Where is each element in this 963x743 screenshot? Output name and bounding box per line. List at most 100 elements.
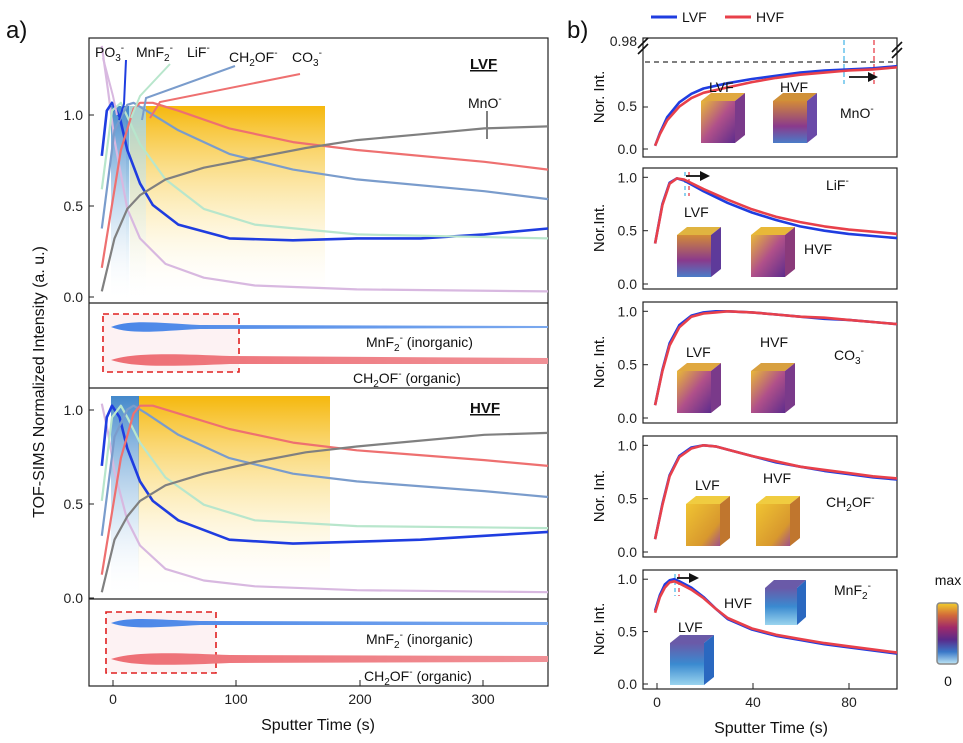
b-co3-line-hvf <box>653 309 898 406</box>
cube-mno-hvf <box>773 93 817 143</box>
hvf-ribbon-mnf2-label: MnF2- (inorganic) <box>366 630 473 651</box>
lvf-line-lif <box>100 101 549 240</box>
hvf-line-co3 <box>100 404 549 575</box>
inset-hvf-mnf2: HVF <box>724 595 752 611</box>
mno-ytick-098: 0.98 <box>610 33 637 49</box>
cube-lif-lvf <box>677 227 721 277</box>
hvf-tag: HVF <box>470 400 500 417</box>
colorbar: max 0 <box>935 572 961 689</box>
panel-b-xtick-40: 40 <box>745 694 761 710</box>
hvf-ytick-3: 0.0 <box>64 590 84 606</box>
cube-mno-lvf <box>701 93 745 143</box>
lvf-leader-lines <box>102 57 488 139</box>
mno-shift-arrow <box>849 72 878 82</box>
b-mnf2-ytick-label: 0.0 <box>618 676 638 692</box>
cube-mnf2-hvf <box>765 580 806 625</box>
subplot-mnf2-frame <box>642 569 898 690</box>
panel-a-x-axis: 0 100 200 300 Sputter Time (s) <box>109 680 495 734</box>
b-ch2of-ytick-label: 0.0 <box>618 544 638 560</box>
inset-lvf-lif: LVF <box>684 204 709 220</box>
panel-b-xlabel: Sputter Time (s) <box>714 720 828 737</box>
panel-a-xtick-0: 0 <box>109 691 117 707</box>
colorbar-min-label: 0 <box>944 673 952 689</box>
lvf-ytick-1: 1.0 <box>64 107 84 123</box>
inset-lvf-mnf2: LVF <box>678 619 703 635</box>
hvf-ribbon-mnf2 <box>111 618 548 628</box>
b-mnf2-line-hvf <box>653 579 898 654</box>
inset-hvf-co3: HVF <box>760 334 788 350</box>
legend-lvf-label: LVF <box>682 9 707 25</box>
hvf-ribbon-ch2of-label: CH2OF- (organic) <box>364 667 472 688</box>
hvf-line-lif <box>100 404 549 530</box>
b-species-mnf2: MnF2- <box>834 581 871 602</box>
cube-mnf2-lvf <box>670 635 714 685</box>
b-lif-line-hvf <box>653 177 898 244</box>
b-ch2of-ytick-label: 1.0 <box>618 437 638 453</box>
subplot-lif-frame <box>642 167 898 290</box>
hvf-ribbon-ch2of <box>111 653 548 665</box>
cube-ch2of-hvf <box>756 496 800 546</box>
hvf-lines <box>100 403 549 594</box>
b-co3-ytick-label: 0.0 <box>618 410 638 426</box>
lvf-ribbon-mnf2-label: MnF2- (inorganic) <box>366 333 473 354</box>
label-lif: LiF- <box>187 43 210 60</box>
subplot-co3-frame <box>642 301 898 424</box>
mno-ytick-00: 0.0 <box>618 141 638 157</box>
label-mno: MnO- <box>468 94 502 111</box>
panel-b-legend: LVF HVF <box>651 9 784 25</box>
panel-b-y-ticks: 0.0 0.5 1.0 0.0 0.5 1.0 0.0 0.5 1.0 0.0 0.5 1.0 <box>618 169 648 692</box>
cube-lif-hvf <box>751 227 795 277</box>
b-co3-ytick-label: 1.0 <box>618 303 638 319</box>
hvf-y-axis: 1.0 0.5 0.0 <box>64 402 94 606</box>
inset-hvf-ch2of: HVF <box>763 470 791 486</box>
label-ch2of: CH2OF- <box>229 48 278 69</box>
cube-ch2of-lvf <box>686 496 730 546</box>
subplot-ch2of-frame <box>642 435 898 558</box>
ylabel-ch2of: Nor. Int. <box>591 470 608 523</box>
lvf-line-ch2of <box>100 101 549 229</box>
subplot-mno-frame <box>642 37 898 158</box>
ylabel-lif: Nor.Int. <box>591 204 608 252</box>
inset-lvf-co3: LVF <box>686 344 711 360</box>
lvf-ribbon-ch2of-label: CH2OF- (organic) <box>353 369 461 390</box>
hvf-line-mnf2 <box>100 404 549 545</box>
hvf-line-ch2of <box>100 404 549 536</box>
panel-b-xtick-0: 0 <box>653 694 661 710</box>
lvf-yellow-region <box>130 106 325 302</box>
b-co3-ytick-label: 0.5 <box>618 357 638 373</box>
label-mnf2: MnF2- <box>136 43 173 64</box>
panel-a-xtick-100: 100 <box>224 691 248 707</box>
b-mnf2-ytick-label: 1.0 <box>618 571 638 587</box>
b-species-co3: CO3- <box>834 346 864 367</box>
lvf-ytick-3: 0.0 <box>64 289 84 305</box>
lvf-ribbon-mnf2 <box>111 322 548 332</box>
panel-a-letter: a) <box>6 17 27 44</box>
colorbar-gradient <box>936 602 959 665</box>
ylabel-mno: Nor. Int. <box>591 71 608 124</box>
lvf-teal-region <box>126 106 146 302</box>
b-species-ch2of: CH2OF- <box>826 493 875 514</box>
hvf-line-po3 <box>100 403 549 594</box>
ylabel-co3: Nor. Int. <box>591 336 608 389</box>
subplot-mno-yaxis: 0.98 0.5 0.0 <box>610 33 648 157</box>
colorbar-max-label: max <box>935 572 961 588</box>
legend-hvf-label: HVF <box>756 9 784 25</box>
axis-break-marks <box>637 37 903 59</box>
ylabel-mnf2: Nor. Int. <box>591 603 608 656</box>
label-po3: PO3- <box>95 43 124 64</box>
inset-hvf-lif: HVF <box>804 241 832 257</box>
b-species-mno: MnO- <box>840 104 874 121</box>
cube-co3-hvf <box>751 363 795 413</box>
panel-b-xtick-80: 80 <box>841 694 857 710</box>
b-ch2of-ytick-label: 0.5 <box>618 491 638 507</box>
lvf-line-co3 <box>100 101 549 268</box>
b-species-lif: LiF- <box>826 176 849 193</box>
inset-hvf-mno: HVF <box>780 79 808 95</box>
lvf-y-axis: 1.0 0.5 0.0 <box>64 107 94 305</box>
panel-a-xlabel: Sputter Time (s) <box>261 717 375 734</box>
panel-b-lines <box>653 64 898 655</box>
b-ch2of-line-hvf <box>653 443 898 540</box>
hvf-ytick-2: 0.5 <box>64 496 84 512</box>
lvf-ribbon-ch2of <box>111 354 548 366</box>
